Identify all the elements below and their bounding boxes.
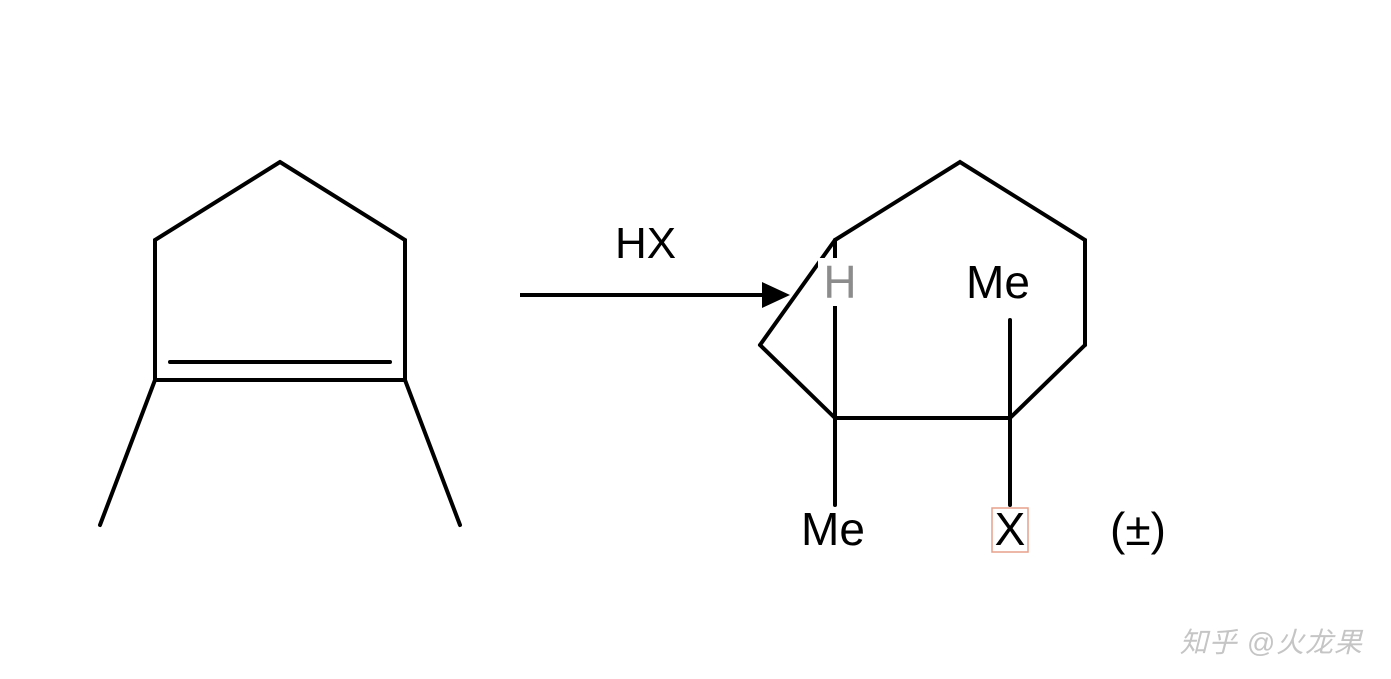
stereo-label: (±) <box>1110 503 1166 555</box>
reagent-label: HX <box>615 219 676 268</box>
product-h-label: H <box>823 256 856 308</box>
reactant-sub-right-bond <box>405 380 460 525</box>
reactant-molecule <box>100 162 460 525</box>
reaction-diagram: HX H Me Me X (±) <box>0 0 1391 679</box>
product-ring-lr <box>1010 345 1085 418</box>
product-me-top-label: Me <box>966 256 1030 308</box>
product-ring-ll <box>760 345 835 418</box>
product-x-label: X <box>995 503 1026 555</box>
product-molecule <box>760 162 1085 505</box>
reactant-sub-left-bond <box>100 380 155 525</box>
product-ring-upper <box>835 162 1085 345</box>
product-me-bottom-label: Me <box>801 503 865 555</box>
reaction-arrow <box>520 282 790 308</box>
reactant-ring <box>155 162 405 380</box>
